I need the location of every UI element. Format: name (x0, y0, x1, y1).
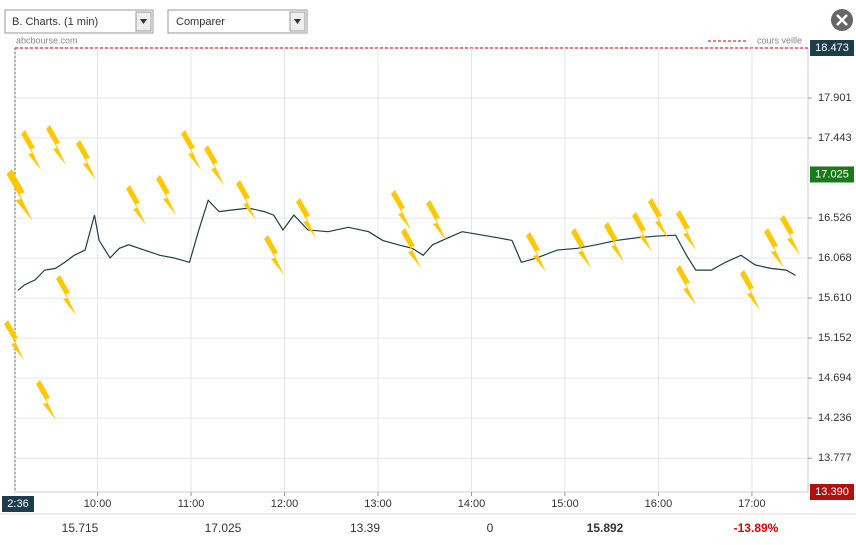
stat-value: 17.025 (205, 521, 242, 535)
y-tick-label: 15.152 (818, 332, 852, 344)
plot (15, 48, 808, 492)
y-tick-label: 17.901 (818, 92, 852, 104)
x-tick-label: 12:00 (271, 498, 299, 510)
price-marker (810, 166, 854, 183)
close-button[interactable] (831, 9, 853, 31)
y-tick-label: 16.068 (818, 252, 852, 264)
stat-value: 13.39 (350, 521, 380, 535)
select-text: Comparer (176, 16, 225, 28)
y-tick-label: 13.777 (818, 452, 852, 464)
cursor-time: 2:36 (7, 498, 28, 510)
stats-row: 15.715 17.025 13.39 0 15.892 -13.89% (62, 521, 779, 535)
legend-label: cours veille (757, 35, 802, 45)
y-tick-label: 14.694 (818, 372, 852, 384)
x-tick-label: 16:00 (645, 498, 673, 510)
period-select[interactable]: B. Charts. (1 min) (4, 9, 154, 34)
x-tick-label: 13:00 (364, 498, 392, 510)
stat-value: 15.892 (587, 521, 624, 535)
plot-frame (14, 47, 809, 493)
source: abcbourse.com (16, 35, 78, 45)
x-tick-label: 15:00 (551, 498, 579, 510)
x-tick-label: 14:00 (458, 498, 486, 510)
y-tick-label: 16.526 (818, 212, 852, 224)
compare-select[interactable]: Comparer (167, 9, 308, 34)
x-tick-label: 10:00 (84, 498, 112, 510)
price-marker (810, 484, 854, 500)
y-tick-label: 15.610 (818, 292, 852, 304)
price-marker (810, 40, 854, 56)
axes: 13.777 14.236 14.694 15.152 15.610 16.068 16.5… (2, 40, 854, 512)
x-tick-label: 11:00 (178, 498, 205, 510)
y-tick-label: 14.236 (818, 412, 852, 424)
x-tick-label: 17:00 (738, 498, 766, 510)
price-marker-label: 13.390 (815, 486, 849, 498)
stat-value: 0 (487, 521, 494, 535)
price-marker-label: 18.473 (815, 42, 849, 54)
price-marker-label: 17.025 (815, 168, 849, 180)
select-text: B. Charts. (1 min) (12, 16, 98, 28)
cursor-time-box (2, 496, 34, 512)
stat-value: 15.715 (62, 521, 99, 535)
y-tick-label: 17.443 (818, 132, 852, 144)
event-icons (4, 125, 800, 420)
stat-value: -13.89% (734, 521, 779, 535)
